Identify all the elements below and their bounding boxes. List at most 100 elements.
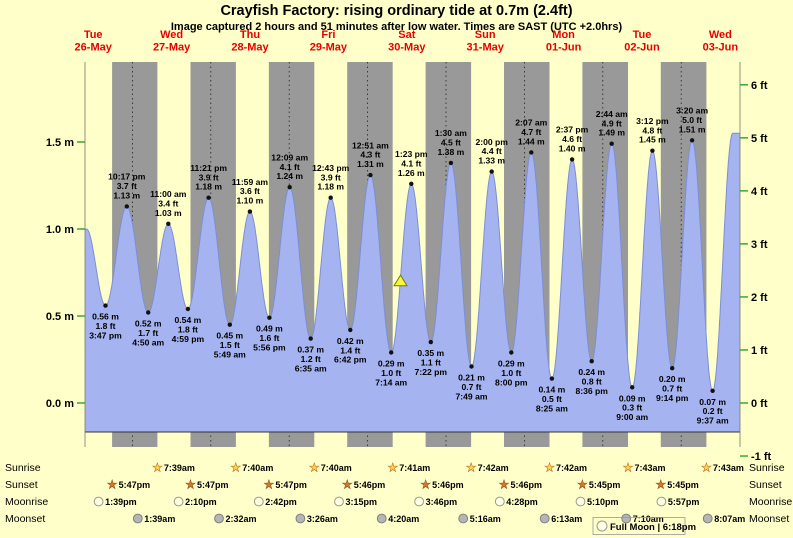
sunset-icon: ★ (577, 478, 588, 492)
moonset-time: 2:32am (226, 514, 257, 524)
moonset-time: 4:20am (388, 514, 419, 524)
moonrise-time: 4:28pm (506, 497, 538, 507)
moonrise-icon (656, 496, 667, 507)
right-axis-label: 4 ft (751, 186, 768, 198)
moonrise-icon (253, 496, 264, 507)
low-tide-dot (469, 364, 474, 369)
high-tide-label: 2:37 pm 4.6 ft 1.40 m (556, 125, 589, 154)
high-tide-dot (328, 195, 333, 200)
moonset-row-label-right: Moonset (749, 513, 789, 525)
high-tide-label: 3:12 pm 4.8 ft 1.45 m (636, 116, 669, 145)
day-date-label: 27-May (153, 42, 191, 54)
sunset-time: 5:46pm (354, 480, 386, 490)
sunrise-icon: ★ (544, 461, 555, 475)
moonset-time: 8:07am (714, 514, 745, 524)
day-date-label: 03-Jun (703, 42, 739, 54)
left-axis-label: 1.0 m (46, 224, 74, 236)
high-tide-label: 1:23 pm 4.1 ft 1.26 m (395, 149, 428, 178)
sunset-icon: ★ (185, 478, 196, 492)
moonrise-icon (334, 496, 344, 507)
left-axis-label: 0.0 m (46, 398, 74, 410)
right-axis-label: 6 ft (751, 80, 768, 92)
high-tide-label: 2:00 pm 4.4 ft 1.33 m (475, 137, 508, 166)
left-axis-label: 1.5 m (46, 137, 74, 149)
low-tide-dot (227, 322, 232, 327)
sunset-row-label-left: Sunset (5, 479, 38, 491)
moonrise-icon (494, 496, 505, 507)
moonrise-time: 3:46pm (426, 497, 458, 507)
low-tide-label: 0.45 m 1.5 ft 5:49 am (214, 331, 246, 360)
sunset-time: 5:47pm (197, 480, 229, 490)
sunrise-icon: ★ (387, 461, 398, 475)
sunset-icon: ★ (499, 478, 510, 492)
moonset-icon (132, 513, 143, 524)
high-tide-dot (247, 209, 253, 214)
low-tide-label: 0.52 m 1.7 ft 4:50 am (132, 319, 164, 348)
moonset-icon (702, 513, 713, 524)
low-tide-dot (146, 310, 151, 315)
low-tide-dot (103, 303, 108, 308)
low-tide-dot (549, 376, 555, 381)
day-date-label: 02-Jun (624, 42, 660, 54)
low-tide-label: 0.49 m 1.6 ft 5:56 pm (253, 324, 286, 353)
right-axis-label: 5 ft (751, 133, 768, 145)
right-axis-label: 1 ft (751, 345, 768, 357)
high-tide-label: 1:30 am 4.5 ft 1.38 m (435, 128, 467, 157)
low-tide-dot (428, 339, 433, 345)
low-tide-dot (630, 385, 635, 390)
high-tide-dot (489, 169, 494, 174)
right-axis-label: -1 ft (751, 451, 772, 463)
day-weekday-label: Wed (160, 29, 183, 41)
sunrise-time: 7:42am (478, 463, 509, 473)
moonrise-row-label-left: Moonrise (5, 496, 48, 508)
sunrise-icon: ★ (466, 461, 477, 475)
moonset-icon (295, 513, 306, 524)
day-weekday-label: Sun (475, 29, 496, 41)
sunset-icon: ★ (420, 478, 431, 492)
moonset-icon (376, 513, 387, 524)
sunset-icon: ★ (264, 478, 275, 492)
right-axis-label: 0 ft (751, 398, 768, 410)
sunset-icon: ★ (107, 478, 118, 492)
day-weekday-label: Sat (398, 29, 415, 41)
sunrise-icon: ★ (309, 461, 320, 475)
low-tide-dot (185, 306, 191, 312)
low-tide-dot (389, 350, 394, 355)
high-tide-dot (529, 150, 534, 155)
low-tide-dot (509, 350, 514, 355)
moonset-icon (539, 513, 550, 524)
high-tide-label: 2:44 am 4.9 ft 1.49 m (596, 109, 628, 138)
high-tide-dot (166, 221, 171, 226)
low-tide-dot (670, 366, 675, 371)
moonrise-time: 5:57pm (668, 497, 700, 507)
full-moon-label: Full Moon | 6:18pm (610, 522, 696, 533)
high-tide-dot (689, 138, 695, 143)
sunset-time: 5:47pm (275, 480, 307, 490)
day-weekday-label: Mon (552, 29, 575, 41)
high-tide-dot (368, 172, 373, 178)
sunrise-time: 7:41am (399, 463, 430, 473)
high-tide-dot (206, 195, 211, 200)
low-tide-label: 0.20 m 0.7 ft 9:14 pm (656, 374, 689, 403)
moonset-icon (458, 513, 469, 524)
day-date-label: 30-May (388, 42, 426, 54)
low-tide-label: 0.09 m 0.3 ft 9:00 am (616, 393, 648, 422)
low-tide-label: 0.37 m 1.2 ft 6:35 am (295, 345, 327, 374)
low-tide-label: 0.29 m 1.0 ft 7:14 am (375, 359, 407, 388)
low-tide-label: 0.35 m 1.1 ft 7:22 pm (415, 348, 448, 377)
moonset-time: 7:10am (633, 514, 664, 524)
high-tide-label: 11:21 pm 3.9 ft 1.18 m (190, 163, 227, 192)
moonrise-icon (93, 496, 104, 507)
high-tide-label: 11:00 am 3.4 ft 1.03 m (150, 189, 187, 218)
low-tide-dot (710, 388, 715, 393)
tide-area (85, 133, 740, 433)
day-weekday-label: Tue (84, 29, 103, 41)
day-date-label: 28-May (231, 42, 269, 54)
high-tide-label: 10:17 pm 3.7 ft 1.13 m (108, 172, 146, 201)
sunset-time: 5:45pm (667, 480, 699, 490)
moonrise-row-label-right: Moonrise (749, 496, 792, 508)
moonrise-time: 2:42pm (265, 497, 297, 507)
sunset-icon: ★ (655, 478, 666, 492)
sunrise-row-label-left: Sunrise (5, 462, 41, 474)
